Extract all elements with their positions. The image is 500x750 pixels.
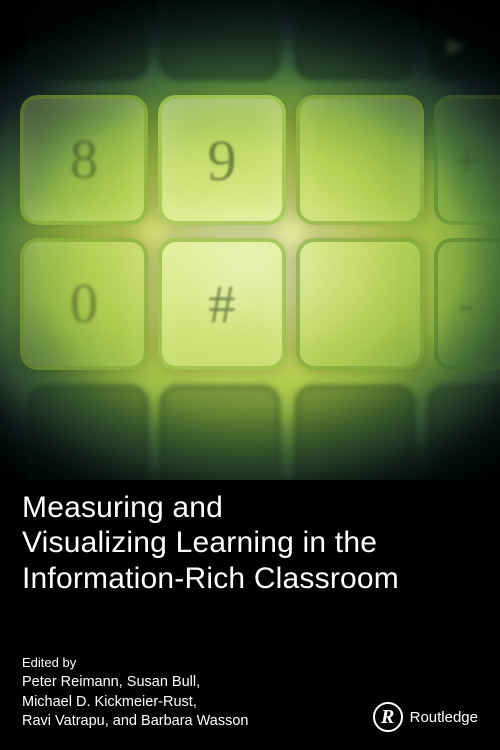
title-line: Visualizing Learning in the xyxy=(22,526,377,559)
keypad-key-blank xyxy=(296,238,424,370)
keypad-glyph: # xyxy=(209,273,236,335)
bottom-row: Edited by Peter Reimann, Susan Bull, Mic… xyxy=(22,654,478,732)
keypad-glyph: 9 xyxy=(208,127,237,194)
publisher-logo: R Routledge xyxy=(373,702,478,732)
keypad-key-partial xyxy=(28,0,148,80)
cover-text-area: Measuring and Visualizing Learning in th… xyxy=(0,480,500,750)
keypad-key-partial xyxy=(160,385,280,480)
keypad-key-minus: - xyxy=(434,238,500,370)
keypad-key-hash: # xyxy=(158,238,286,370)
publisher-name: Routledge xyxy=(410,709,478,726)
editors-block: Edited by Peter Reimann, Susan Bull, Mic… xyxy=(22,654,248,732)
book-cover: ▶ 8 9 + 0 # - Meas xyxy=(0,0,500,750)
book-title: Measuring and Visualizing Learning in th… xyxy=(22,490,478,596)
logo-glyph: R xyxy=(381,706,394,729)
routledge-r-icon: R xyxy=(373,702,403,732)
edited-by-label: Edited by xyxy=(22,654,248,672)
title-line: Information-Rich Classroom xyxy=(22,562,399,595)
editor-line: Michael D. Kickmeier-Rust, xyxy=(22,693,248,713)
keypad-key-0: 0 xyxy=(20,238,148,370)
title-line: Measuring and xyxy=(22,491,223,524)
keypad-key-partial xyxy=(295,0,415,80)
play-icon: ▶ xyxy=(447,0,499,58)
keypad-glyph: 0 xyxy=(70,272,98,336)
keypad-key-partial xyxy=(160,0,280,80)
keypad-key-9: 9 xyxy=(158,95,286,225)
keypad-key-star xyxy=(296,95,424,225)
editor-line: Ravi Vatrapu, and Barbara Wasson xyxy=(22,712,248,732)
keypad-key-partial xyxy=(28,385,148,480)
keypad-key-8: 8 xyxy=(20,95,148,225)
keypad-key-partial xyxy=(428,385,500,480)
keypad-key-partial xyxy=(295,385,415,480)
keypad-key-play: ▶ xyxy=(428,0,500,80)
keypad-glyph: + xyxy=(454,134,500,187)
cover-image-keypad: ▶ 8 9 + 0 # - xyxy=(0,0,500,480)
keypad-key-plus: + xyxy=(434,95,500,225)
keypad-glyph: - xyxy=(459,279,500,330)
editor-line: Peter Reimann, Susan Bull, xyxy=(22,673,248,693)
keypad-glyph: 8 xyxy=(70,128,98,192)
